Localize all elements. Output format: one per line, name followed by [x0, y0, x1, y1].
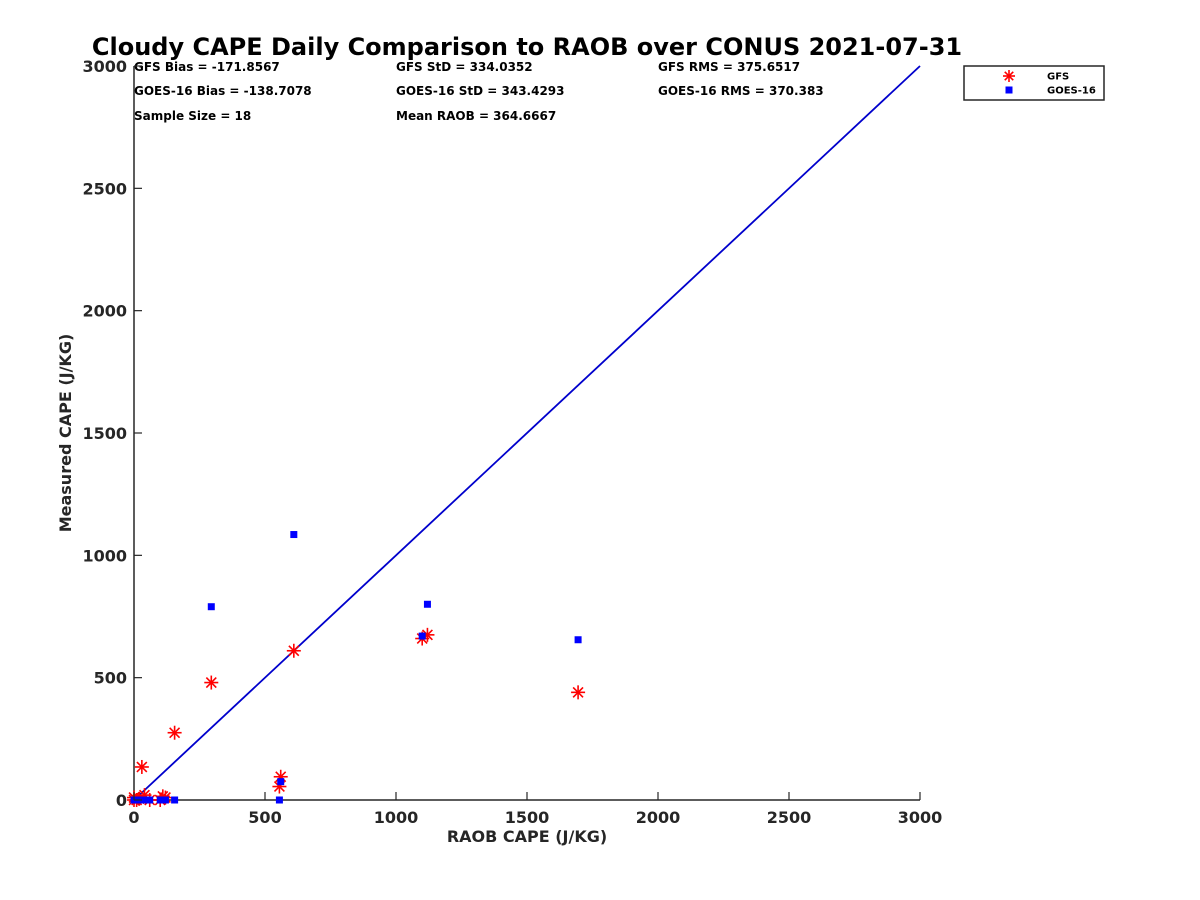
x-tick-label: 1000: [374, 808, 419, 827]
y-tick-label: 500: [94, 669, 127, 688]
x-axis-label: RAOB CAPE (J/KG): [447, 827, 607, 846]
stats-panel: GFS Bias = -171.8567 GFS StD = 334.0352 GF…: [134, 60, 824, 123]
goes16-point: [161, 796, 169, 804]
stat-text: Mean RAOB = 364.6667: [396, 109, 556, 123]
reference-line-layer: [133, 65, 921, 801]
chart-title: Cloudy CAPE Daily Comparison to RAOB ove…: [92, 33, 962, 61]
goes16-point: [574, 636, 582, 644]
goes16-point: [143, 796, 151, 804]
stat-text: Sample Size = 18: [134, 109, 251, 123]
gfs-point: [420, 627, 435, 642]
gfs-point: [134, 759, 149, 774]
stat-text: GOES-16 Bias = -138.7078: [134, 84, 312, 98]
goes16-point: [275, 796, 283, 804]
y-tick-label: 2500: [82, 179, 127, 198]
goes16-point: [207, 603, 215, 611]
goes16-point: [171, 796, 179, 804]
series-gfs: [127, 627, 586, 807]
x-tick-label: 1500: [505, 808, 550, 827]
legend-marker-goes16: [1005, 86, 1013, 94]
y-tick-label: 3000: [82, 57, 127, 76]
y-tick-label: 1500: [82, 424, 127, 443]
goes16-point: [423, 600, 431, 608]
x-tick-label: 2000: [636, 808, 681, 827]
goes16-point: [418, 632, 426, 640]
y-tick-label: 0: [116, 791, 127, 810]
points-layer: [127, 531, 586, 807]
stat-text: GFS StD = 334.0352: [396, 60, 533, 74]
goes16-point: [277, 778, 285, 786]
tick-labels: 0 500 1000 1500 2000 2500 3000 0 500 1000 1500 2000…: [82, 57, 942, 827]
legend-label: GOES-16: [1047, 86, 1096, 97]
x-tick-label: 3000: [898, 808, 943, 827]
x-tick-label: 500: [248, 808, 281, 827]
stat-text: GOES-16 RMS = 370.383: [658, 84, 824, 98]
legend-label: GFS: [1047, 72, 1069, 83]
stat-text: GOES-16 StD = 343.4293: [396, 84, 565, 98]
gfs-point: [167, 725, 182, 740]
gfs-point: [571, 685, 586, 700]
stat-text: GFS RMS = 375.6517: [658, 60, 800, 74]
series-goes-16: [130, 531, 582, 804]
y-tick-label: 2000: [82, 302, 127, 321]
y-axis-label: Measured CAPE (J/KG): [56, 334, 75, 533]
legend-box: [963, 65, 1105, 101]
x-tick-label: 0: [128, 808, 139, 827]
legend-marker-gfs: [1003, 70, 1015, 82]
legend: GFS GOES-16: [963, 65, 1105, 101]
one-to-one-line: [133, 65, 921, 801]
y-tick-label: 1000: [82, 546, 127, 565]
gfs-point: [204, 675, 219, 690]
stat-text: GFS Bias = -171.8567: [134, 60, 280, 74]
x-tick-label: 2500: [767, 808, 812, 827]
goes16-point: [290, 531, 298, 539]
gfs-point: [286, 643, 301, 658]
